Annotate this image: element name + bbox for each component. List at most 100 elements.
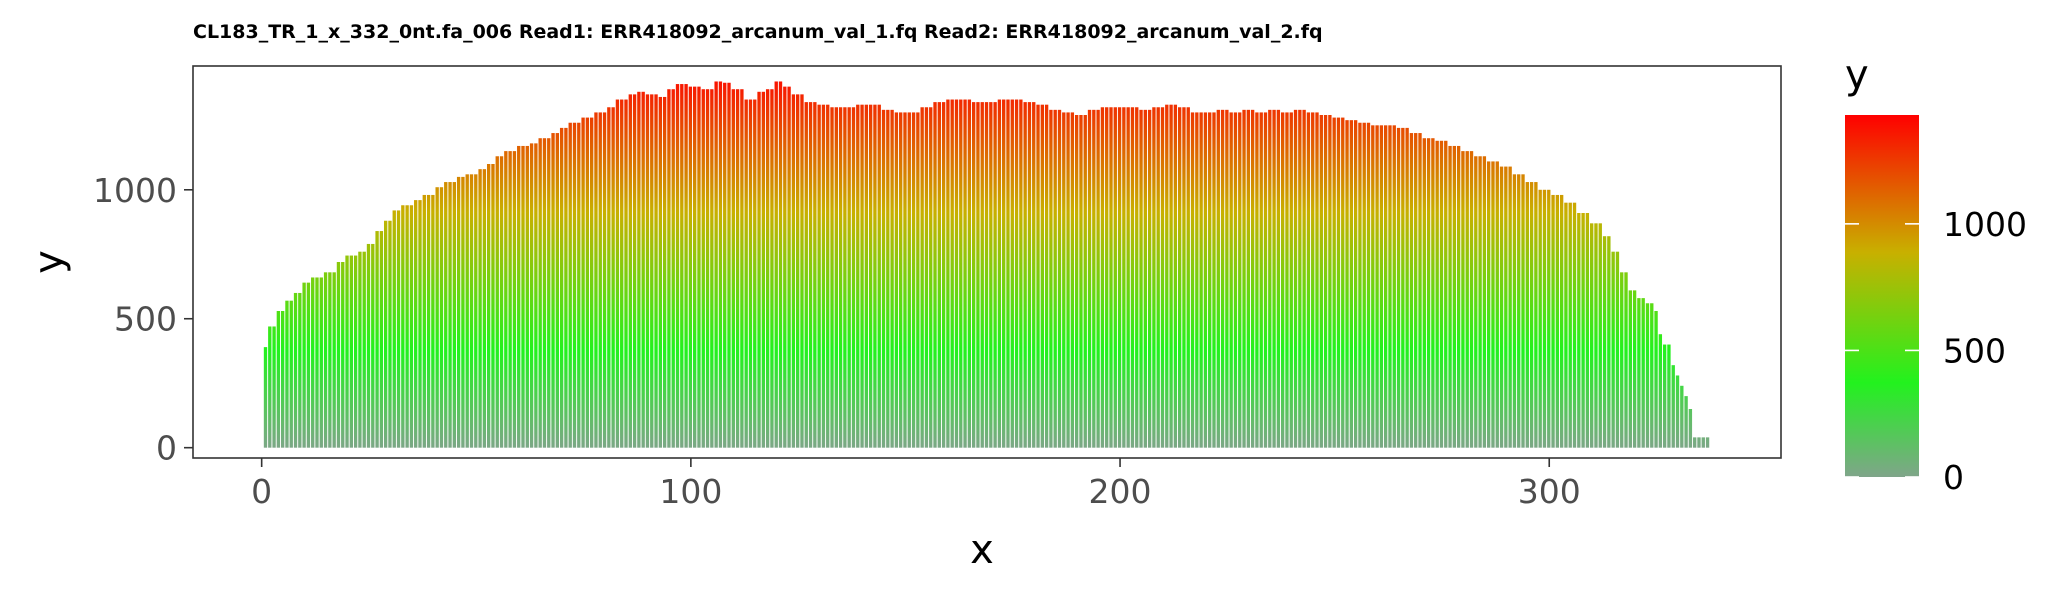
bar (688, 86, 693, 448)
bar (1130, 107, 1135, 448)
bar (1096, 109, 1100, 448)
bar (1611, 251, 1615, 448)
bar (967, 99, 972, 448)
bar (1585, 213, 1590, 448)
bar (1036, 104, 1040, 448)
bar (800, 94, 804, 448)
bar (1529, 182, 1534, 448)
bar (1671, 365, 1675, 448)
bar (783, 86, 787, 448)
x-axis: 0 100 200 300 (251, 458, 1581, 511)
bar (791, 94, 796, 448)
bar (375, 231, 379, 448)
bar (1405, 127, 1409, 448)
plot-border (192, 65, 1782, 459)
x-tick-label: 100 (659, 472, 722, 511)
bar (963, 99, 967, 448)
bar (976, 102, 980, 448)
bar (911, 112, 916, 448)
bar (598, 112, 602, 448)
bar (1323, 115, 1328, 448)
bar (478, 169, 482, 448)
bar (881, 109, 886, 448)
bar (1414, 133, 1418, 448)
bar (993, 102, 997, 448)
bar (1285, 112, 1289, 448)
bar (637, 91, 641, 448)
bar (1049, 109, 1053, 448)
bar (1092, 109, 1096, 448)
bar (1435, 140, 1439, 448)
bar (615, 99, 620, 448)
bar (723, 82, 727, 448)
bar (517, 145, 521, 448)
bar (946, 99, 950, 448)
bar (280, 311, 285, 448)
bar (620, 99, 624, 448)
bar (950, 99, 954, 448)
bar (268, 326, 272, 448)
bar (1014, 99, 1019, 448)
bar (727, 82, 731, 448)
bar (555, 133, 560, 448)
bar (937, 102, 941, 448)
bar (770, 89, 774, 448)
bar (1006, 99, 1010, 448)
bar (594, 112, 598, 448)
bar (813, 102, 817, 448)
bar (873, 104, 877, 448)
bar (1461, 151, 1465, 448)
bar (1027, 102, 1032, 448)
bar (1465, 151, 1469, 448)
bar (662, 96, 667, 448)
colorbar-tick-label: 500 (1943, 331, 2006, 370)
bar (474, 174, 478, 448)
bar (1208, 112, 1212, 448)
bar (1512, 174, 1517, 448)
bar (1688, 409, 1693, 448)
bar (371, 243, 375, 448)
bar (834, 107, 838, 448)
bar (1044, 104, 1049, 448)
bar (1152, 107, 1156, 448)
bar (1444, 140, 1448, 448)
bar (1177, 107, 1182, 448)
bar (1160, 107, 1165, 448)
bar (263, 347, 268, 448)
bar (735, 89, 740, 448)
bar (765, 89, 770, 448)
bar (1654, 311, 1658, 448)
bar (293, 292, 298, 448)
bar (1182, 107, 1186, 448)
bar (821, 104, 826, 448)
bar (1053, 109, 1057, 448)
bar (860, 104, 864, 448)
bar (697, 86, 701, 448)
bar (306, 282, 311, 448)
bar (658, 96, 663, 448)
bar (311, 277, 315, 448)
bar (486, 164, 491, 448)
bars-group (263, 81, 1710, 448)
x-axis-title: x (970, 527, 994, 573)
plot-panel (192, 65, 1782, 459)
bar (1555, 194, 1560, 448)
bar (1637, 298, 1641, 448)
bar (847, 107, 851, 448)
bar (1534, 182, 1538, 448)
bar (607, 107, 611, 448)
bar (1594, 223, 1598, 448)
bar (1220, 109, 1225, 448)
bar (1499, 166, 1504, 448)
bar (289, 300, 293, 448)
bar (1401, 127, 1405, 448)
bar (1165, 104, 1169, 448)
bar (332, 272, 336, 448)
bar (856, 104, 860, 448)
bar (1521, 174, 1525, 448)
y-tick-label: 0 (156, 429, 177, 468)
bar (362, 251, 366, 448)
bar (551, 133, 555, 448)
bar (757, 91, 761, 448)
